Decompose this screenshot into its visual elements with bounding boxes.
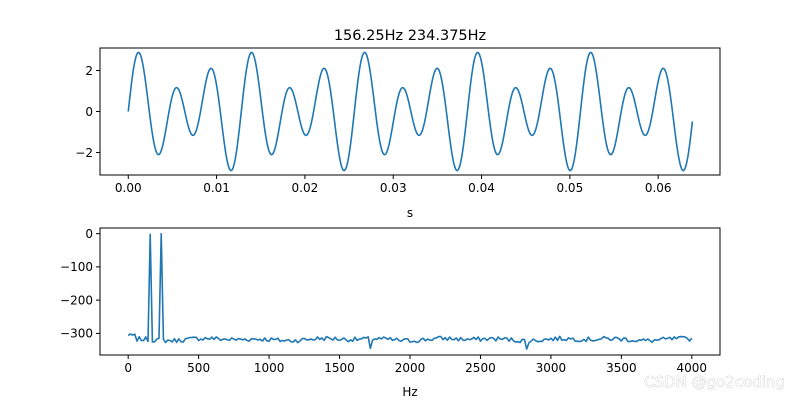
bottom-x-tick-label: 4000 (677, 361, 708, 375)
bottom-y-tick-label: −300 (60, 327, 93, 341)
bottom-x-tick-label: 1500 (324, 361, 355, 375)
signal-line (127, 51, 694, 172)
bottom-y-axis-ticks: 0 −100 −200 −300 (60, 227, 100, 341)
watermark-text: CSDN @go2coding (644, 373, 785, 391)
top-subplot: 156.25Hz 234.375Hz 0.00 0.01 0.02 0.03 0.04 0… (75, 28, 721, 220)
bottom-x-axis-label: Hz (402, 385, 417, 399)
top-y-tick-label: 2 (85, 64, 93, 78)
bottom-x-tick-label: 500 (187, 361, 210, 375)
bottom-x-tick-label: 0 (124, 361, 132, 375)
top-x-tick-label: 0.04 (468, 181, 495, 195)
bottom-x-axis-ticks: 0 500 1000 1500 2000 2500 3000 3500 4000 (124, 355, 707, 375)
top-y-tick-label: −2 (75, 146, 93, 160)
top-x-axis-ticks: 0.00 0.01 0.02 0.03 0.04 0.05 0.06 (115, 175, 672, 195)
top-x-tick-label: 0.03 (380, 181, 407, 195)
top-x-tick-label: 0.01 (203, 181, 230, 195)
bottom-y-tick-label: −100 (60, 260, 93, 274)
bottom-x-tick-label: 2000 (395, 361, 426, 375)
bottom-x-tick-label: 3500 (606, 361, 637, 375)
bottom-x-tick-label: 1000 (254, 361, 285, 375)
top-x-axis-label: s (407, 206, 413, 220)
top-x-tick-label: 0.00 (115, 181, 142, 195)
bottom-x-tick-label: 2500 (465, 361, 496, 375)
top-chart-title: 156.25Hz 234.375Hz (334, 28, 486, 44)
spectrum-line (127, 232, 693, 350)
top-y-tick-label: 0 (85, 105, 93, 119)
bottom-plot-area (127, 232, 693, 350)
top-x-tick-label: 0.06 (645, 181, 672, 195)
bottom-subplot: 0 500 1000 1500 2000 2500 3000 3500 4000 0 −100 −2… (60, 227, 721, 399)
bottom-x-tick-label: 3000 (536, 361, 567, 375)
top-plot-area (127, 51, 694, 172)
bottom-y-tick-label: 0 (85, 227, 93, 241)
top-x-tick-label: 0.05 (556, 181, 583, 195)
top-x-tick-label: 0.02 (292, 181, 319, 195)
bottom-y-tick-label: −200 (60, 293, 93, 307)
top-y-axis-ticks: −2 0 2 (75, 64, 100, 160)
